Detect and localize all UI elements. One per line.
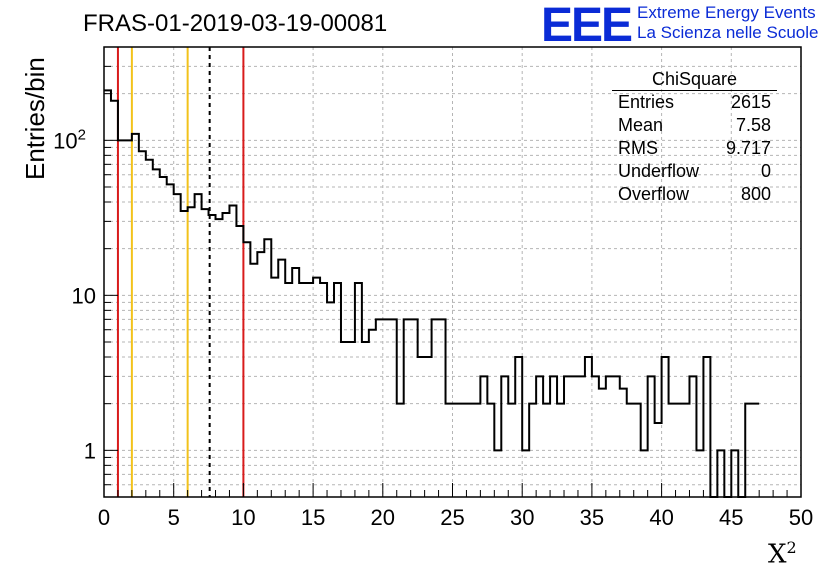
stats-label: Underflow xyxy=(618,161,700,181)
stats-value: 7.58 xyxy=(735,115,771,135)
stats-label: Overflow xyxy=(618,184,690,204)
x-tick-label: 40 xyxy=(649,505,673,530)
x-tick-label: 20 xyxy=(371,505,395,530)
stats-value: 2615 xyxy=(730,92,771,112)
x-tick-label: 10 xyxy=(231,505,255,530)
x-tick-label: 35 xyxy=(580,505,604,530)
eee-logo: EEE xyxy=(541,0,633,52)
histogram-title: FRAS-01-2019-03-19-00081 xyxy=(83,10,388,37)
stats-value: 800 xyxy=(740,184,771,204)
histogram-series xyxy=(104,89,760,498)
stats-row-entries: Entries 2615 xyxy=(612,91,777,114)
stats-value: 0 xyxy=(760,161,771,181)
logo-line-2: La Scienza nelle Scuole xyxy=(637,23,819,42)
x-axis-label: X2 xyxy=(768,538,797,570)
x-axis-label-sup: 2 xyxy=(786,538,797,557)
y-tick-label: 10 xyxy=(72,283,96,308)
stats-title: ChiSquare xyxy=(612,68,777,91)
x-axis-label-base: X xyxy=(768,539,787,570)
x-tick-label: 45 xyxy=(719,505,743,530)
axis-ticks xyxy=(103,65,802,497)
x-tick-label: 15 xyxy=(301,505,325,530)
stats-value: 9.717 xyxy=(725,138,771,158)
marker-lines xyxy=(116,47,245,497)
x-tick-label: 30 xyxy=(510,505,534,530)
x-tick-label: 0 xyxy=(98,505,110,530)
stats-row-overflow: Overflow 800 xyxy=(612,183,777,206)
x-tick-label: 5 xyxy=(168,505,180,530)
y-tick-labels: 1 10 102 xyxy=(53,126,96,463)
x-tick-label: 25 xyxy=(440,505,464,530)
stats-row-underflow: Underflow 0 xyxy=(612,160,777,183)
y-tick-label: 102 xyxy=(53,126,86,153)
stats-row-mean: Mean 7.58 xyxy=(612,114,777,137)
stats-label: Mean xyxy=(618,115,664,135)
logo-line-1: Extreme Energy Events xyxy=(637,3,816,22)
stats-box: ChiSquare Entries 2615 Mean 7.58 RMS 9.717 … xyxy=(612,68,777,206)
x-tick-label: 50 xyxy=(789,505,813,530)
grid-lines xyxy=(104,47,801,497)
stats-row-rms: RMS 9.717 xyxy=(612,137,777,160)
stats-label: RMS xyxy=(618,138,658,158)
stats-label: Entries xyxy=(618,92,675,112)
y-tick-label: 1 xyxy=(84,438,96,463)
y-axis-label: Entries/bin xyxy=(20,57,50,180)
x-tick-labels: 0 5 10 15 20 25 30 35 40 45 50 xyxy=(98,505,813,530)
logo-caption: Extreme Energy Events La Scienza nelle S… xyxy=(637,3,818,43)
